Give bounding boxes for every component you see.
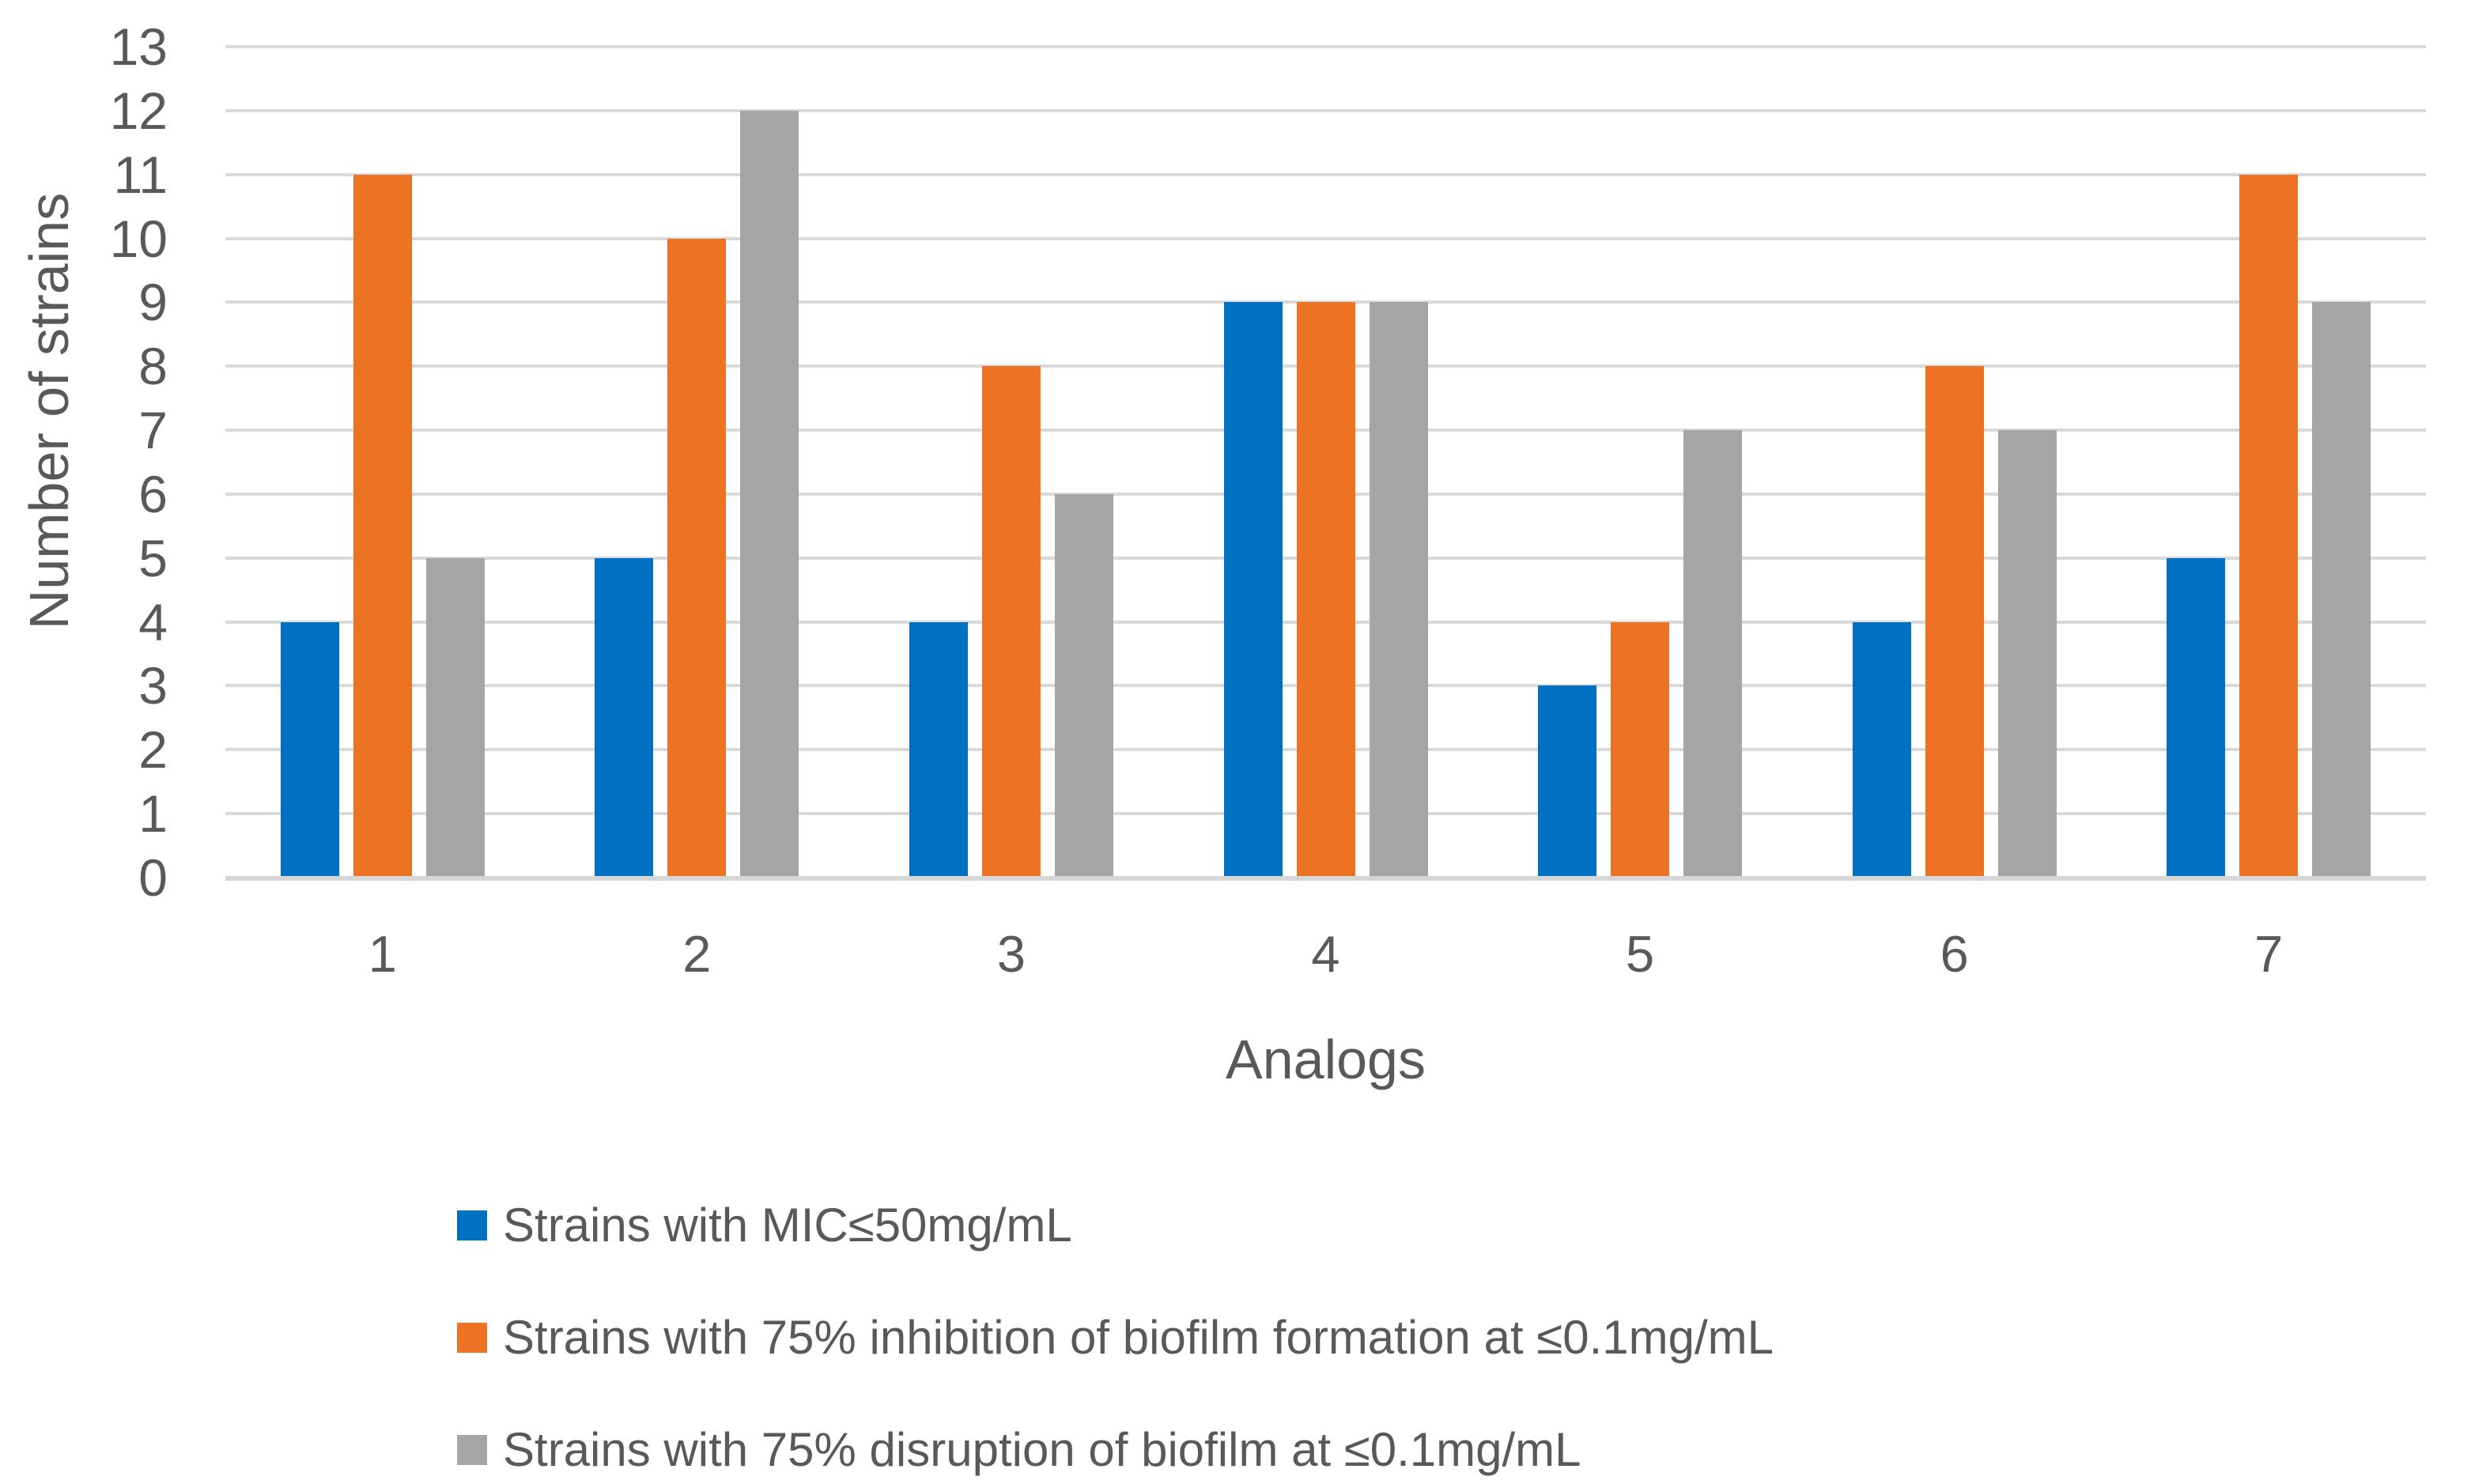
- y-tick-label-8: 8: [138, 337, 168, 396]
- gridline-y13: [225, 45, 2426, 48]
- bar-analog1-series1: [280, 621, 339, 878]
- x-tick-label-2: 2: [682, 925, 712, 983]
- legend-item-mic: Strains with MIC≤50mg/mL: [457, 1200, 1774, 1251]
- y-tick-label-6: 6: [138, 464, 168, 523]
- y-tick-label-1: 1: [138, 784, 168, 844]
- bar-analog7-series3: [2312, 302, 2371, 878]
- x-tick-label-7: 7: [2254, 925, 2284, 983]
- bar-analog1-series2: [353, 174, 412, 878]
- y-tick-label-2: 2: [138, 720, 168, 780]
- legend-label: Strains with MIC≤50mg/mL: [503, 1199, 1072, 1252]
- x-tick-label-3: 3: [996, 925, 1026, 983]
- legend-item-disruption: Strains with 75% disruption of biofilm a…: [457, 1425, 1774, 1475]
- x-tick-label-5: 5: [1625, 925, 1655, 983]
- legend-swatch-blue-icon: [457, 1210, 487, 1240]
- bar-analog3-series2: [981, 366, 1041, 878]
- y-tick-label-4: 4: [138, 592, 168, 651]
- bar-analog2-series1: [595, 557, 654, 878]
- bar-analog5-series2: [1611, 621, 1670, 878]
- bar-analog2-series3: [740, 110, 799, 878]
- x-tick-label-4: 4: [1311, 925, 1340, 983]
- x-tick-label-1: 1: [368, 925, 397, 983]
- legend-swatch-gray-icon: [457, 1435, 487, 1465]
- bar-analog5-series3: [1683, 430, 1743, 878]
- gridline-y10: [225, 236, 2426, 240]
- y-tick-label-13: 13: [109, 17, 168, 76]
- bar-analog5-series1: [1538, 685, 1597, 878]
- bar-analog6-series2: [1925, 366, 1984, 878]
- bar-analog2-series2: [667, 238, 727, 878]
- bar-analog7-series2: [2239, 174, 2299, 878]
- bar-analog6-series3: [1997, 430, 2057, 878]
- legend-item-inhibition: Strains with 75% inhibition of biofilm f…: [457, 1312, 1774, 1363]
- x-axis-line: [225, 876, 2426, 881]
- y-tick-label-7: 7: [138, 401, 168, 460]
- bar-analog6-series1: [1852, 621, 1911, 878]
- y-tick-label-12: 12: [109, 81, 168, 140]
- gridline-y12: [225, 108, 2426, 112]
- legend-swatch-orange-icon: [457, 1323, 487, 1353]
- y-tick-label-3: 3: [138, 656, 168, 716]
- bar-analog7-series1: [2167, 557, 2226, 878]
- bar-analog3-series1: [909, 621, 968, 878]
- legend-label: Strains with 75% disruption of biofilm a…: [503, 1423, 1581, 1476]
- bar-analog1-series3: [425, 557, 485, 878]
- legend-label: Strains with 75% inhibition of biofilm f…: [503, 1311, 1774, 1364]
- bar-analog4-series3: [1369, 302, 1428, 878]
- y-tick-label-5: 5: [138, 528, 168, 587]
- bar-analog4-series1: [1223, 302, 1283, 878]
- bar-analog4-series2: [1296, 302, 1355, 878]
- chart-legend: Strains with MIC≤50mg/mL Strains with 75…: [457, 1200, 1774, 1484]
- x-axis-title: Analogs: [1226, 1029, 1426, 1090]
- y-tick-label-10: 10: [109, 209, 168, 268]
- gridline-y11: [225, 172, 2426, 176]
- plot-area: [225, 45, 2426, 878]
- y-tick-label-11: 11: [113, 145, 168, 204]
- y-tick-label-9: 9: [138, 273, 168, 332]
- y-tick-label-0: 0: [138, 848, 168, 907]
- bar-analog3-series3: [1054, 493, 1113, 878]
- x-tick-label-6: 6: [1940, 925, 1969, 983]
